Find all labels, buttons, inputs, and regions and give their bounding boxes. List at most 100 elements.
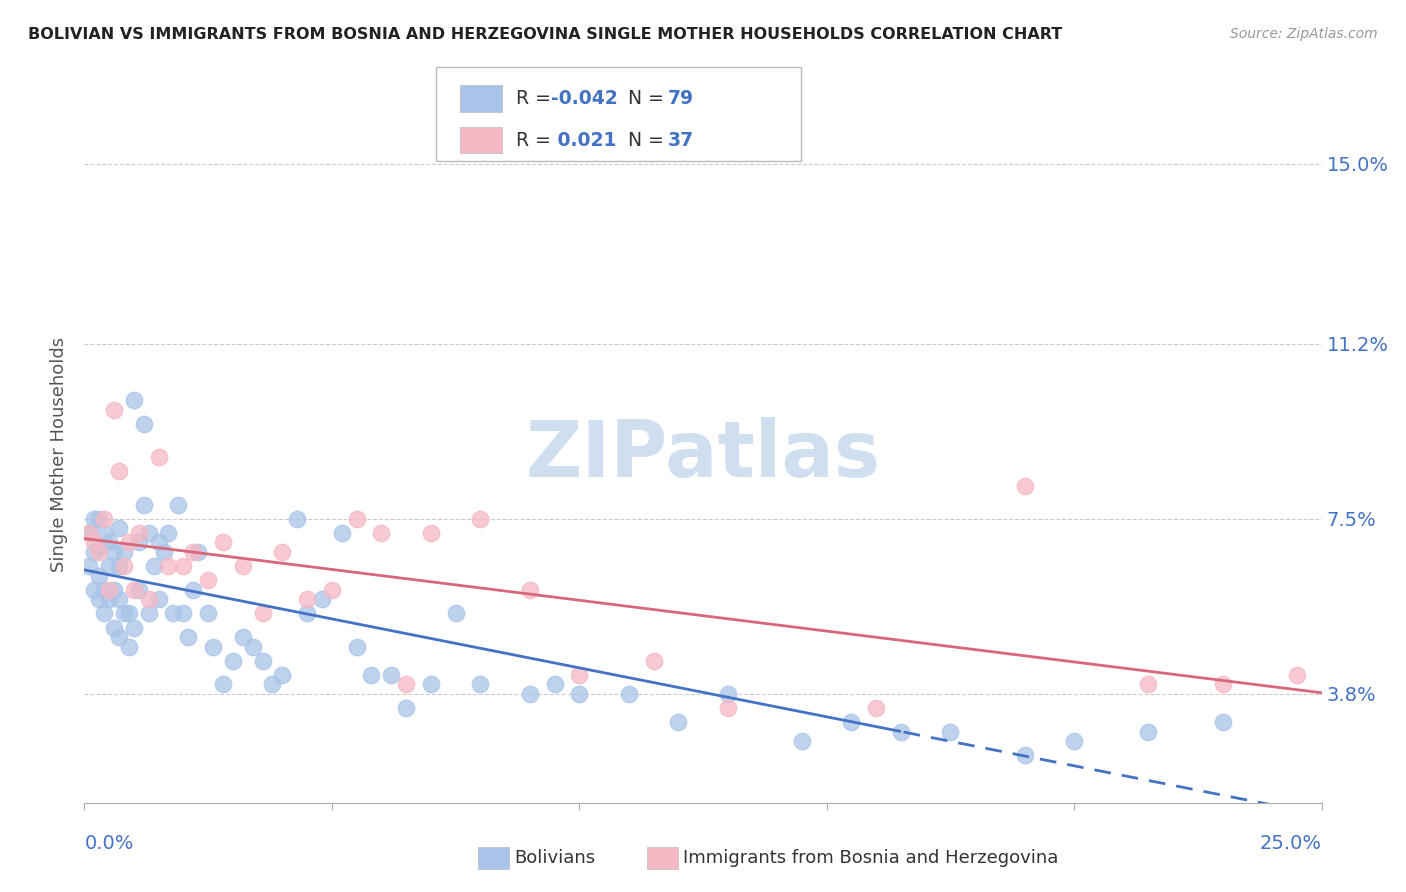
Point	[89, 540, 111, 554]
Text: R =: R =	[516, 130, 557, 150]
Point	[142, 559, 165, 574]
Point	[89, 568, 111, 582]
Point	[202, 640, 225, 654]
Point	[395, 701, 418, 715]
Point	[83, 535, 105, 549]
Point	[1137, 677, 1160, 691]
Point	[419, 677, 441, 691]
Point	[83, 545, 105, 559]
Text: 0.021: 0.021	[551, 130, 616, 150]
Point	[122, 393, 145, 408]
Text: N =: N =	[628, 88, 671, 108]
Point	[1285, 668, 1308, 682]
Point	[295, 607, 318, 621]
Point	[98, 535, 121, 549]
Point	[157, 559, 180, 574]
Text: BOLIVIAN VS IMMIGRANTS FROM BOSNIA AND HERZEGOVINA SINGLE MOTHER HOUSEHOLDS CORR: BOLIVIAN VS IMMIGRANTS FROM BOSNIA AND H…	[28, 27, 1063, 42]
Point	[519, 687, 541, 701]
Point	[1212, 715, 1234, 730]
Point	[98, 582, 121, 597]
Point	[98, 592, 121, 607]
Point	[181, 582, 204, 597]
Point	[568, 668, 591, 682]
Point	[167, 498, 190, 512]
Point	[103, 582, 125, 597]
Point	[98, 559, 121, 574]
Point	[271, 668, 294, 682]
Point	[865, 701, 887, 715]
Point	[222, 654, 245, 668]
Point	[285, 512, 308, 526]
Text: N =: N =	[628, 130, 671, 150]
Point	[890, 724, 912, 739]
Point	[162, 607, 184, 621]
Point	[717, 701, 740, 715]
Point	[370, 526, 392, 541]
Point	[79, 526, 101, 541]
Point	[444, 607, 467, 621]
Point	[1137, 724, 1160, 739]
Point	[112, 559, 135, 574]
Point	[93, 607, 115, 621]
Point	[172, 559, 194, 574]
Point	[108, 465, 131, 479]
Point	[138, 526, 160, 541]
Point	[138, 592, 160, 607]
Point	[395, 677, 418, 691]
Point	[346, 640, 368, 654]
Text: Immigrants from Bosnia and Herzegovina: Immigrants from Bosnia and Herzegovina	[683, 849, 1059, 867]
Point	[103, 621, 125, 635]
Point	[568, 687, 591, 701]
Point	[152, 545, 174, 559]
Point	[232, 630, 254, 644]
Point	[112, 607, 135, 621]
Point	[197, 574, 219, 588]
Text: 0.0%: 0.0%	[84, 834, 134, 853]
Point	[83, 512, 105, 526]
Point	[470, 677, 492, 691]
Text: ZIPatlas: ZIPatlas	[526, 417, 880, 493]
Point	[252, 607, 274, 621]
Point	[118, 535, 141, 549]
Point	[419, 526, 441, 541]
Point	[181, 545, 204, 559]
Point	[122, 582, 145, 597]
Y-axis label: Single Mother Households: Single Mother Households	[51, 337, 69, 573]
Point	[717, 687, 740, 701]
Point	[321, 582, 343, 597]
Text: 37: 37	[668, 130, 695, 150]
Point	[330, 526, 353, 541]
Point	[93, 512, 115, 526]
Point	[252, 654, 274, 668]
Point	[262, 677, 284, 691]
Point	[138, 607, 160, 621]
Point	[380, 668, 402, 682]
Point	[132, 417, 155, 432]
Point	[79, 559, 101, 574]
Point	[232, 559, 254, 574]
Point	[242, 640, 264, 654]
Point	[93, 582, 115, 597]
Point	[519, 582, 541, 597]
Point	[1063, 734, 1085, 748]
Point	[311, 592, 333, 607]
Point	[617, 687, 640, 701]
Point	[790, 734, 813, 748]
Point	[1212, 677, 1234, 691]
Point	[543, 677, 565, 691]
Point	[89, 545, 111, 559]
Point	[112, 545, 135, 559]
Point	[83, 582, 105, 597]
Point	[212, 535, 235, 549]
Point	[103, 403, 125, 417]
Text: -0.042: -0.042	[551, 88, 617, 108]
Text: R =: R =	[516, 88, 557, 108]
Point	[470, 512, 492, 526]
Point	[108, 630, 131, 644]
Point	[187, 545, 209, 559]
Point	[1014, 478, 1036, 492]
Point	[93, 526, 115, 541]
Point	[108, 592, 131, 607]
Point	[841, 715, 863, 730]
Point	[148, 450, 170, 465]
